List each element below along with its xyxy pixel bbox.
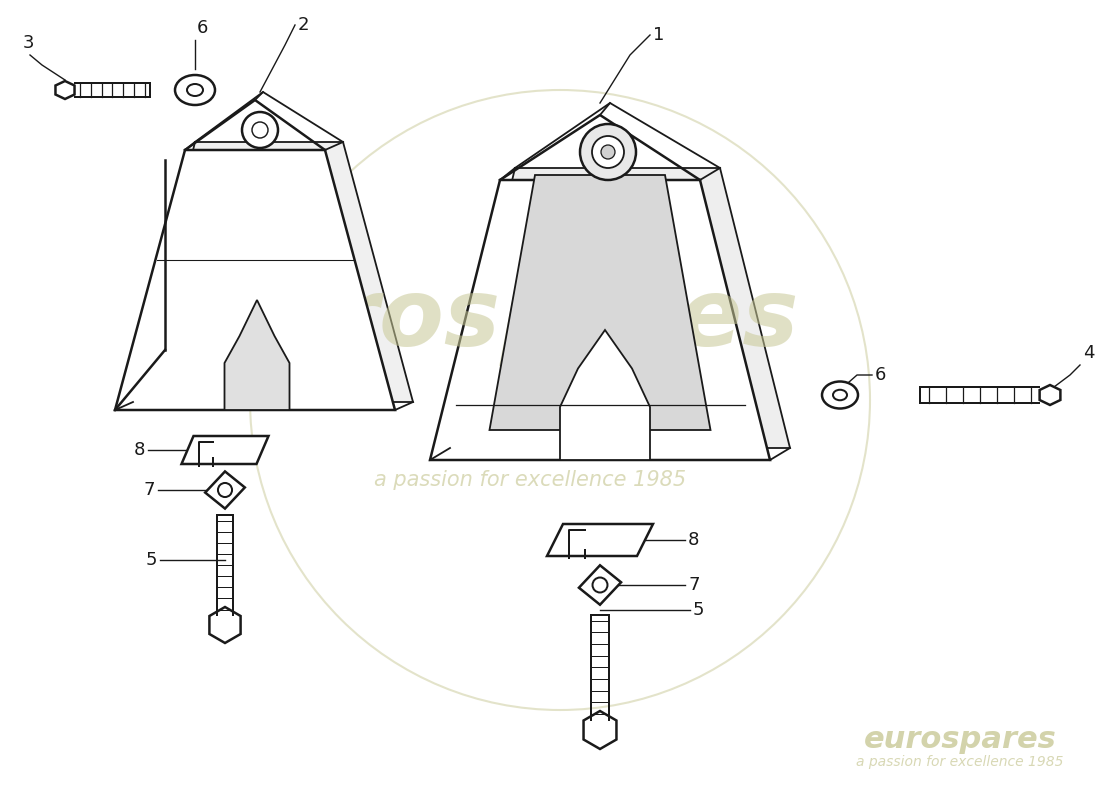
Text: 6: 6 — [874, 366, 887, 384]
Text: 7: 7 — [143, 481, 155, 499]
Text: 1: 1 — [653, 26, 664, 44]
Text: 8: 8 — [688, 531, 700, 549]
Polygon shape — [430, 180, 770, 460]
Text: 8: 8 — [133, 441, 145, 459]
Text: 5: 5 — [145, 551, 157, 569]
Circle shape — [580, 124, 636, 180]
Polygon shape — [560, 330, 650, 460]
Circle shape — [242, 112, 278, 148]
Polygon shape — [579, 566, 621, 605]
Text: 7: 7 — [688, 576, 700, 594]
Circle shape — [601, 145, 615, 159]
Text: 6: 6 — [197, 19, 208, 37]
Ellipse shape — [822, 382, 858, 409]
Text: 2: 2 — [298, 16, 309, 34]
Polygon shape — [490, 175, 711, 430]
Polygon shape — [1040, 385, 1060, 405]
Text: a passion for excellence 1985: a passion for excellence 1985 — [374, 470, 686, 490]
Circle shape — [592, 136, 624, 168]
Polygon shape — [583, 711, 616, 749]
Polygon shape — [209, 607, 241, 643]
Polygon shape — [206, 471, 245, 509]
Text: 5: 5 — [693, 601, 704, 619]
Polygon shape — [547, 524, 653, 556]
Text: eurospares: eurospares — [864, 726, 1056, 754]
Polygon shape — [116, 150, 395, 410]
Polygon shape — [450, 168, 790, 448]
Polygon shape — [133, 142, 412, 402]
Polygon shape — [55, 81, 75, 99]
Text: eurospares: eurospares — [201, 274, 799, 366]
Text: 4: 4 — [1084, 344, 1094, 362]
Text: a passion for excellence 1985: a passion for excellence 1985 — [856, 755, 1064, 769]
Polygon shape — [182, 436, 268, 464]
Polygon shape — [224, 300, 289, 410]
Text: 3: 3 — [22, 34, 34, 52]
Ellipse shape — [175, 75, 214, 105]
